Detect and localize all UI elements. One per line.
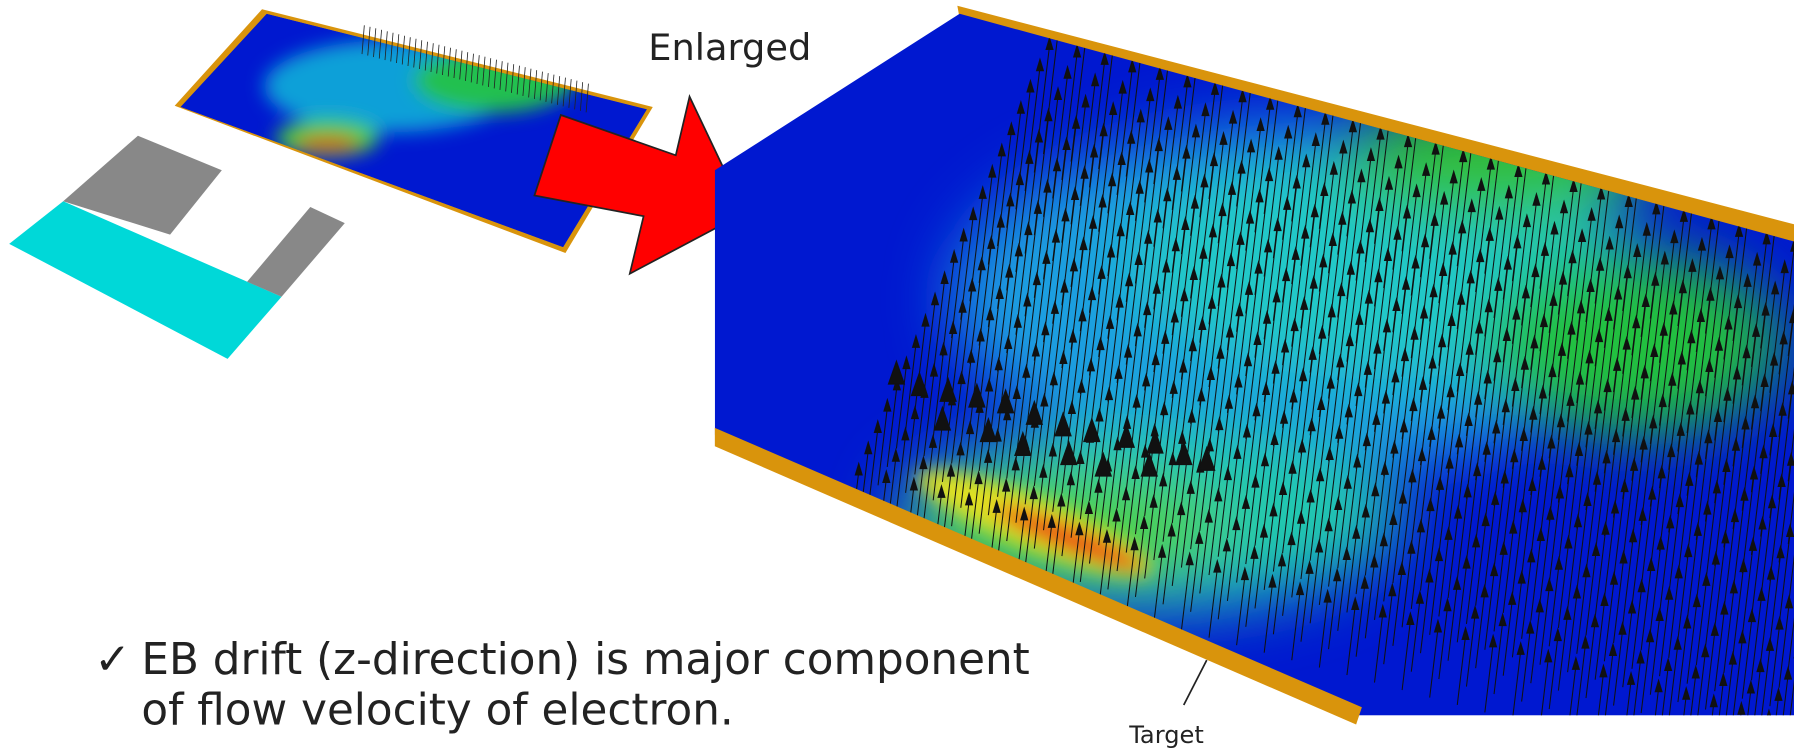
- arrow-head: [1083, 24, 1090, 36]
- arrow-head: [1138, 39, 1145, 51]
- arrow-head: [1111, 32, 1118, 44]
- arrow-head: [1166, 47, 1173, 59]
- arrow-head: [1552, 151, 1559, 163]
- arrow-head: [1194, 54, 1201, 66]
- arrow-head: [1497, 136, 1504, 148]
- arrow-head: [1524, 144, 1531, 156]
- arrow-head: [1221, 62, 1228, 74]
- arrow-head: [1359, 99, 1366, 111]
- bullet-line: of flow velocity of electron.: [141, 685, 733, 736]
- arrow-head: [1304, 84, 1311, 96]
- arrow-head: [1580, 159, 1587, 171]
- arrow-head: [1249, 69, 1256, 81]
- bullet-marker: ✓: [94, 634, 131, 685]
- enlarged-label: Enlarged: [648, 26, 811, 69]
- arrow-shaft: [1761, 718, 1769, 751]
- arrow-shaft: [1733, 711, 1741, 751]
- arrow-head: [1056, 17, 1063, 29]
- slide: Enlarged Target ✓ EB drift (z-direction)…: [0, 0, 1794, 751]
- arrow-head: [1469, 129, 1476, 141]
- arrow-head: [1331, 91, 1338, 103]
- bullet-line: EB drift (z-direction) is major componen…: [141, 634, 1029, 685]
- arrow-head: [1442, 121, 1449, 133]
- arrow-head: [1276, 76, 1283, 88]
- target-label: Target: [1128, 721, 1204, 749]
- arrow-head: [1414, 114, 1421, 126]
- arrow-head: [1387, 106, 1394, 118]
- target-pointer: [1184, 660, 1207, 705]
- gray-block: [247, 207, 345, 297]
